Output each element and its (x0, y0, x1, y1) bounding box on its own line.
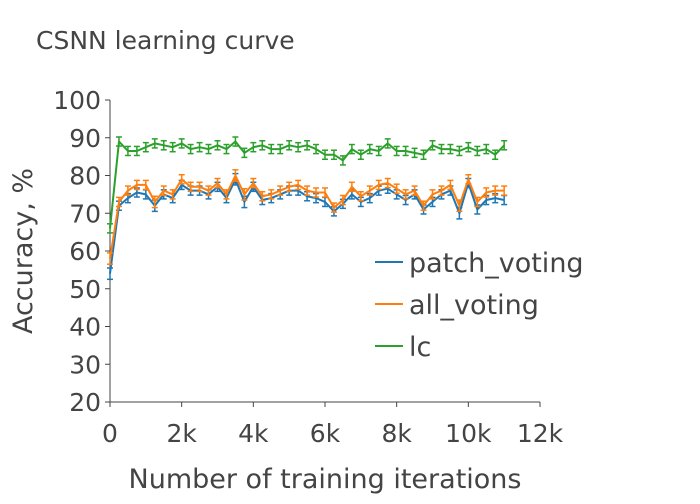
x-tick-label: 4k (238, 419, 269, 448)
chart-title: CSNN learning curve (36, 26, 295, 55)
legend-label-patch_voting: patch_voting (409, 248, 584, 279)
x-axis-title: Number of training iterations (129, 464, 522, 495)
plot-area (107, 136, 508, 281)
y-tick-label: 70 (69, 199, 101, 228)
y-tick-label: 50 (69, 275, 101, 304)
x-tick-label: 0 (102, 419, 118, 448)
legend-label-all_voting: all_voting (409, 290, 539, 321)
x-tick-label: 12k (517, 419, 564, 448)
x-tick-label: 8k (381, 419, 412, 448)
x-tick-label: 10k (445, 419, 492, 448)
y-axis-title: Accuracy, % (8, 168, 39, 334)
series-all_voting (107, 169, 508, 265)
x-tick-label: 6k (310, 419, 341, 448)
y-tick-label: 40 (69, 313, 101, 342)
y-tick-label: 30 (69, 350, 101, 379)
legend-label-lc: lc (409, 332, 431, 363)
y-tick-label: 100 (53, 86, 101, 115)
series-lc (107, 136, 508, 234)
series-line-lc (109, 140, 505, 229)
y-tick-label: 80 (69, 162, 101, 191)
y-tick-label: 90 (69, 124, 101, 153)
y-tick-label: 60 (69, 237, 101, 266)
x-tick-label: 2k (166, 419, 197, 448)
y-tick-label: 20 (69, 388, 101, 417)
axes: 20 30 40 50 60 70 80 90 100 0 2k 4k 6k 8k 10k 12k (53, 86, 563, 448)
